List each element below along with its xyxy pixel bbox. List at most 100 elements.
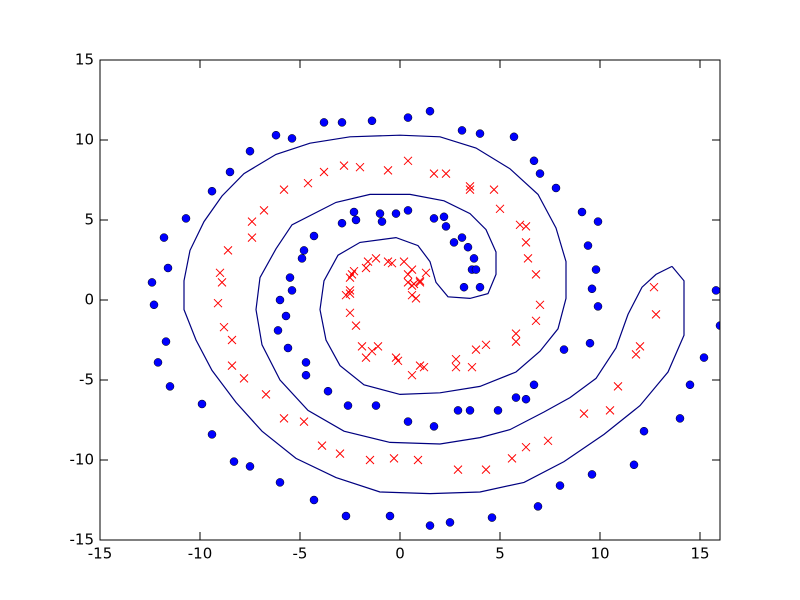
dot-point [521, 394, 531, 404]
cross-point [465, 182, 475, 191]
cross-point [635, 342, 645, 351]
dot-point [535, 169, 545, 178]
dot-point [349, 207, 359, 217]
dot-point [583, 241, 593, 250]
cross-point [361, 353, 371, 362]
dot-point [281, 311, 291, 321]
x-tick-label: 15 [690, 545, 709, 563]
cross-point [415, 276, 425, 286]
dot-point [463, 242, 473, 252]
cross-point [351, 321, 361, 330]
dot-point [283, 343, 293, 353]
dot-point [229, 457, 239, 466]
cross-point [649, 282, 659, 292]
cross-point [507, 454, 517, 463]
dot-point [587, 470, 597, 479]
x-tick-label: -15 [88, 545, 113, 563]
y-tick-label: 0 [84, 291, 94, 309]
cross-point [429, 169, 439, 178]
dot-point [577, 207, 587, 217]
cross-point [415, 278, 425, 287]
dot-point [639, 426, 649, 436]
boundary-line [183, 134, 685, 495]
dot-point [551, 183, 561, 193]
plot-frame [99, 59, 721, 541]
x-tick-label: 10 [590, 545, 609, 563]
x-tick-label: -10 [188, 545, 213, 563]
dot-point [309, 495, 319, 505]
dot-point [593, 302, 603, 311]
cross-point [515, 220, 525, 230]
dot-point [453, 406, 463, 415]
cross-point [371, 254, 381, 263]
dot-point [285, 273, 295, 282]
cross-point [215, 268, 225, 278]
dot-point [465, 406, 475, 415]
cross-point [511, 337, 521, 346]
dot-point [629, 460, 639, 470]
cross-point [347, 270, 357, 279]
cross-point [279, 414, 289, 423]
cross-point [521, 238, 531, 247]
dot-point [449, 238, 459, 247]
y-tick-label: 15 [75, 51, 94, 69]
dot-point [475, 129, 485, 138]
dot-point [337, 218, 347, 228]
cross-point [247, 217, 257, 226]
cross-point [335, 449, 345, 458]
cross-point [411, 294, 421, 303]
cross-point [279, 185, 289, 194]
cross-point [531, 270, 541, 279]
cross-point [213, 298, 223, 308]
dot-point [469, 254, 479, 263]
dot-point [337, 118, 347, 127]
cross-point [521, 222, 531, 231]
cross-point [239, 374, 249, 383]
dot-point [441, 222, 451, 231]
cross-point [361, 263, 371, 273]
cross-point [355, 162, 365, 172]
cross-point [383, 166, 393, 175]
dot-point [487, 513, 497, 522]
cross-point [345, 289, 355, 298]
dot-point [207, 186, 217, 196]
dot-point [429, 422, 439, 431]
dot-point [587, 284, 597, 294]
x-tick-label: 0 [395, 545, 405, 563]
cross-point [409, 279, 419, 289]
cross-point [217, 278, 227, 287]
dot-point [555, 481, 565, 490]
dot-point [371, 401, 381, 410]
cross-point [219, 322, 229, 332]
dot-point [425, 521, 435, 530]
dot-point [275, 295, 285, 305]
dot-point [529, 156, 539, 166]
dot-point [509, 132, 519, 142]
dot-point [457, 233, 467, 242]
cross-point [521, 442, 531, 452]
cross-point [471, 345, 481, 354]
cross-point [393, 356, 403, 366]
cross-point [259, 206, 269, 215]
cross-point [261, 390, 271, 399]
dot-point [287, 134, 297, 143]
dot-point [271, 130, 281, 140]
cross-point [345, 286, 355, 295]
dot-point [273, 326, 283, 335]
cross-point [481, 340, 491, 350]
cross-point [403, 278, 413, 287]
cross-point [303, 178, 313, 188]
cross-point [403, 270, 413, 279]
dot-point [529, 380, 539, 390]
cross-point [531, 316, 541, 326]
cross-point [441, 169, 451, 178]
cross-point [403, 156, 413, 166]
dot-point [149, 300, 159, 310]
cross-point [489, 185, 499, 194]
cross-point [299, 417, 309, 426]
cross-point [345, 308, 355, 318]
dot-point [475, 282, 485, 292]
dot-point [377, 217, 387, 226]
dot-point [181, 214, 191, 223]
